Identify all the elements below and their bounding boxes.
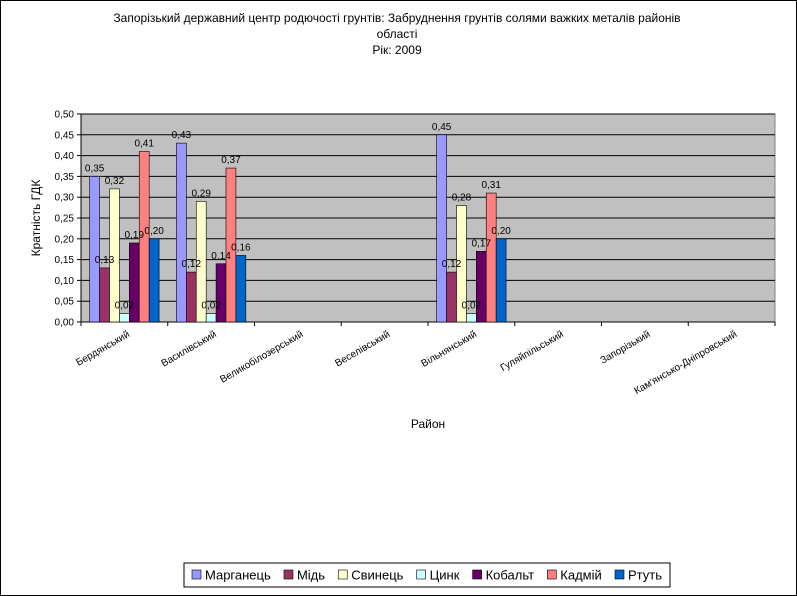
data-label: 0,35 — [85, 163, 105, 174]
data-label: 0,41 — [134, 138, 154, 149]
x-tick-label: Бердянський — [74, 329, 131, 369]
bar — [436, 134, 447, 323]
bar — [186, 271, 197, 323]
bar — [119, 313, 130, 323]
legend-swatch — [614, 569, 625, 580]
data-label: 0,29 — [191, 188, 211, 199]
data-label: 0,16 — [231, 242, 251, 253]
data-label: 0,12 — [442, 259, 462, 270]
x-tick-label: Вільнянський — [420, 329, 479, 370]
legend-label: Марганець — [205, 568, 271, 583]
y-tick-label: 0,45 — [55, 130, 75, 141]
legend-swatch — [191, 569, 202, 580]
bar — [176, 142, 187, 323]
data-label: 0,45 — [432, 122, 452, 133]
data-label: 0,32 — [105, 176, 125, 187]
bar — [466, 313, 477, 323]
y-tick-label: 0,50 — [55, 110, 75, 121]
data-label: 0,02 — [201, 301, 221, 312]
data-label: 0,31 — [481, 180, 501, 191]
y-tick-label: 0,10 — [55, 276, 75, 287]
y-axis-ticks: 0,00 0,05 0,10 0,15 0,20 0,25 0,30 0,35 0,40 0,45… — [55, 110, 81, 329]
data-label: 0,20 — [144, 226, 164, 237]
legend: Марганець Мідь Свинець Цинк Кобальт Кадмій Рту… — [183, 562, 671, 588]
legend-swatch — [547, 569, 557, 580]
y-tick-label: 0,00 — [55, 318, 75, 329]
bar — [205, 313, 217, 323]
bar — [195, 201, 207, 323]
bars — [89, 134, 507, 323]
data-label: 0,14 — [211, 251, 231, 262]
bar — [235, 255, 247, 323]
legend-swatch — [283, 569, 294, 580]
y-tick-label: 0,40 — [55, 151, 75, 162]
x-tick-label: Гуляйпільський — [499, 329, 566, 374]
bar — [456, 205, 467, 323]
x-tick-label: Веселівський — [333, 329, 392, 369]
y-tick-label: 0,25 — [55, 214, 75, 225]
chart-title: Запорізький державний центр родючості гр… — [113, 11, 680, 25]
legend-box — [183, 562, 671, 588]
bar — [215, 263, 227, 323]
legend-swatch — [416, 569, 426, 580]
legend-label: Ртуть — [628, 568, 662, 583]
bar — [446, 271, 457, 323]
legend-label: Кобальт — [486, 568, 535, 583]
data-label: 0,17 — [472, 238, 492, 249]
bar — [225, 167, 237, 323]
y-tick-label: 0,05 — [55, 297, 75, 308]
y-tick-label: 0,20 — [55, 234, 75, 245]
bar — [99, 267, 110, 323]
data-label: 0,02 — [115, 301, 135, 312]
data-label: 0,12 — [182, 259, 202, 270]
x-tick-label: Василівський — [160, 329, 219, 369]
data-label: 0,19 — [125, 230, 145, 241]
data-label: 0,13 — [95, 255, 115, 266]
bar — [138, 151, 150, 323]
data-label: 0,20 — [491, 226, 511, 237]
data-label: 0,02 — [462, 301, 482, 312]
legend-label: Кадмій — [560, 568, 601, 583]
y-axis-title: Кратність ГДК — [29, 180, 43, 257]
legend-label: Мідь — [297, 568, 325, 583]
x-axis-title: Район — [411, 417, 445, 431]
x-tick-label: Запорізький — [599, 329, 653, 366]
data-label: 0,28 — [452, 193, 472, 204]
data-labels: 0,35 0,43 0,45 0,13 0,12 0,12 0,32 0,29 0,28 0,02… — [85, 122, 511, 312]
legend-label: Цинк — [430, 568, 460, 583]
y-tick-label: 0,30 — [55, 193, 75, 204]
y-tick-label: 0,35 — [55, 172, 75, 183]
bar — [109, 188, 120, 323]
y-tick-label: 0,15 — [55, 255, 75, 266]
bar — [485, 192, 497, 323]
legend-swatch — [472, 569, 482, 580]
x-axis-ticks: Бердянський Василівський Великобілозерськи… — [74, 322, 776, 397]
legend-label: Свинець — [351, 568, 403, 583]
chart-title-continued: області — [377, 27, 418, 41]
bar — [495, 238, 507, 323]
x-tick-label: Великобілозерський — [218, 328, 305, 385]
data-label: 0,43 — [172, 130, 192, 141]
bar — [89, 176, 100, 323]
bar — [148, 238, 160, 323]
legend-swatch — [337, 569, 348, 580]
chart-subtitle: Рік: 2009 — [372, 43, 422, 57]
data-label: 0,37 — [221, 155, 241, 166]
